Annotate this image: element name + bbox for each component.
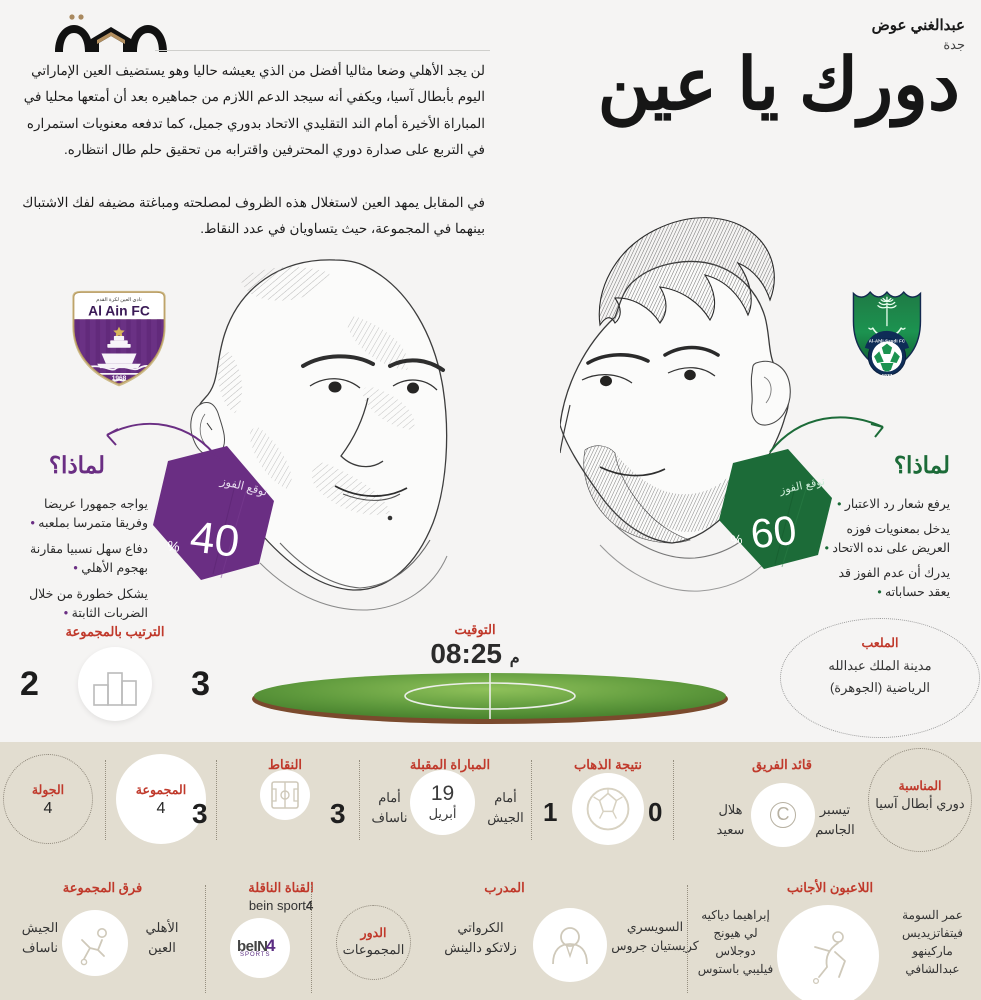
svg-text:%: % [730,531,744,547]
svg-text:1968: 1968 [112,375,127,382]
svg-text:40: 40 [187,512,242,567]
svg-text:Al Ain FC: Al Ain FC [88,303,150,319]
svg-text:Al-Ahli Saudi FC: Al-Ahli Saudi FC [869,338,905,343]
svg-text:%: % [166,537,180,554]
svg-text:1937: 1937 [882,373,893,379]
